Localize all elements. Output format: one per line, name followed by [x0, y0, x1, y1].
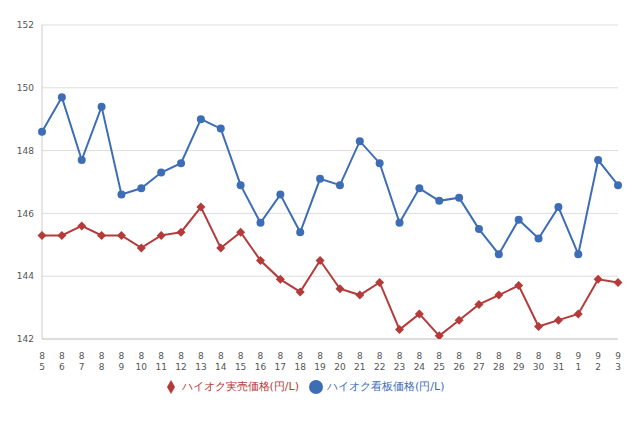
- html-text:ハイオク実売価格(円/L): ハイオク実売価格(円/L): [181, 380, 299, 393]
- svg-text:92: 92: [595, 351, 601, 372]
- svg-text:823: 823: [394, 351, 405, 372]
- svg-text:812: 812: [175, 351, 186, 372]
- svg-text:813: 813: [195, 351, 206, 372]
- svg-text:824: 824: [414, 351, 426, 372]
- svg-text:89: 89: [119, 351, 125, 372]
- svg-text:827: 827: [473, 351, 484, 372]
- svg-text:830: 830: [533, 351, 545, 372]
- svg-text:816: 816: [255, 351, 267, 372]
- svg-text:822: 822: [374, 351, 385, 372]
- svg-text:815: 815: [235, 351, 246, 372]
- svg-text:826: 826: [453, 351, 465, 372]
- svg-text:819: 819: [314, 351, 326, 372]
- svg-text:831: 831: [553, 351, 564, 372]
- svg-text:86: 86: [59, 351, 65, 372]
- svg-text:818: 818: [294, 351, 306, 372]
- svg-text:85: 85: [39, 351, 45, 372]
- svg-text:146: 146: [17, 209, 34, 219]
- svg-text:150: 150: [17, 83, 34, 93]
- svg-text:91: 91: [575, 351, 581, 372]
- svg-text:88: 88: [99, 351, 105, 372]
- svg-text:828: 828: [493, 351, 505, 372]
- svg-text:87: 87: [79, 351, 85, 372]
- svg-text:811: 811: [155, 351, 166, 372]
- svg-text:144: 144: [17, 271, 34, 281]
- svg-text:152: 152: [17, 20, 34, 30]
- svg-text:93: 93: [615, 351, 621, 372]
- svg-text:817: 817: [275, 351, 286, 372]
- svg-text:148: 148: [17, 146, 34, 156]
- svg-text:829: 829: [513, 351, 525, 372]
- svg-text:814: 814: [215, 351, 227, 372]
- svg-text:142: 142: [17, 334, 34, 344]
- html-text:ハイオク看板価格(円/L): ハイオク看板価格(円/L): [327, 380, 445, 393]
- svg-text:810: 810: [136, 351, 148, 372]
- svg-text:825: 825: [434, 351, 445, 372]
- svg-text:820: 820: [334, 351, 346, 372]
- svg-text:821: 821: [354, 351, 365, 372]
